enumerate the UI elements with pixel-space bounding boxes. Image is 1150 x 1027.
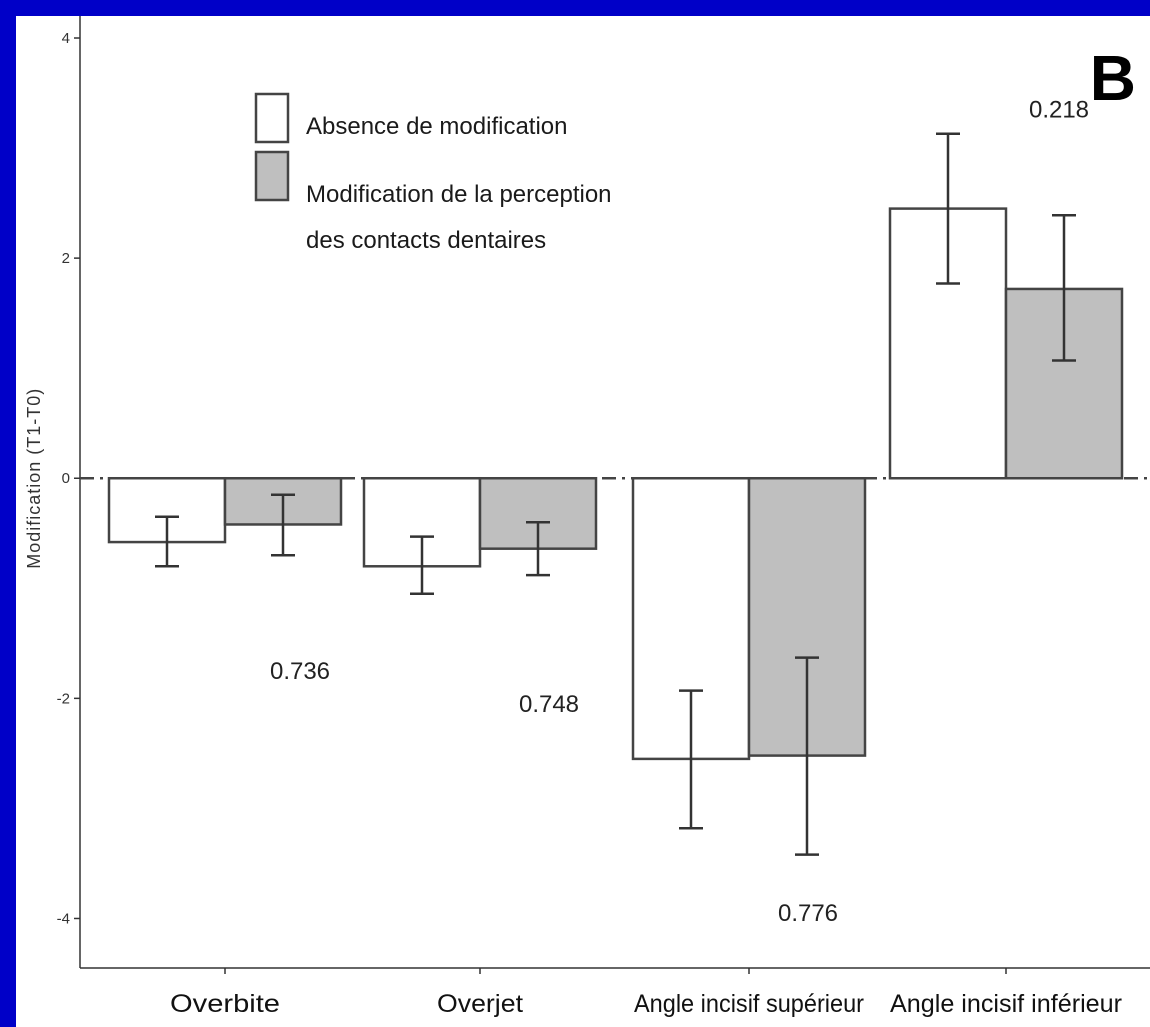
p-value-label: 0.748 <box>519 691 579 718</box>
x-tick-label: Overbite <box>170 990 280 1018</box>
y-axis-title: Modification (T1-T0) <box>24 388 44 569</box>
y-tick-label: 4 <box>62 30 70 47</box>
legend-swatch-modification <box>254 150 290 202</box>
bar-modification-3 <box>1004 287 1124 480</box>
bar-chart: -4 -2 0 2 4 Modification (T1-T0) Overbite Overj… <box>24 16 1150 1018</box>
legend-label: des contacts dentaires <box>306 227 546 254</box>
legend-label: Absence de modification <box>306 113 568 140</box>
y-tick-label: -2 <box>57 690 70 707</box>
p-value-label: 0.218 <box>1029 97 1089 124</box>
panel-letter: B <box>1090 42 1136 114</box>
legend-label: Modification de la perception <box>306 181 612 208</box>
y-tick-label: 2 <box>62 250 70 267</box>
x-tick-label: Angle incisif supérieur <box>634 990 864 1018</box>
y-tick-label: -4 <box>57 910 70 927</box>
x-tick-label: Overjet <box>437 990 523 1018</box>
y-tick-label: 0 <box>62 470 70 487</box>
x-tick-label: Angle incisif inférieur <box>890 990 1122 1018</box>
chart-figure: -4 -2 0 2 4 Modification (T1-T0) Overbite Overj… <box>16 16 1150 1027</box>
p-value-label: 0.736 <box>270 658 330 685</box>
p-value-label: 0.776 <box>778 900 838 927</box>
legend-swatch-absence <box>254 92 290 144</box>
